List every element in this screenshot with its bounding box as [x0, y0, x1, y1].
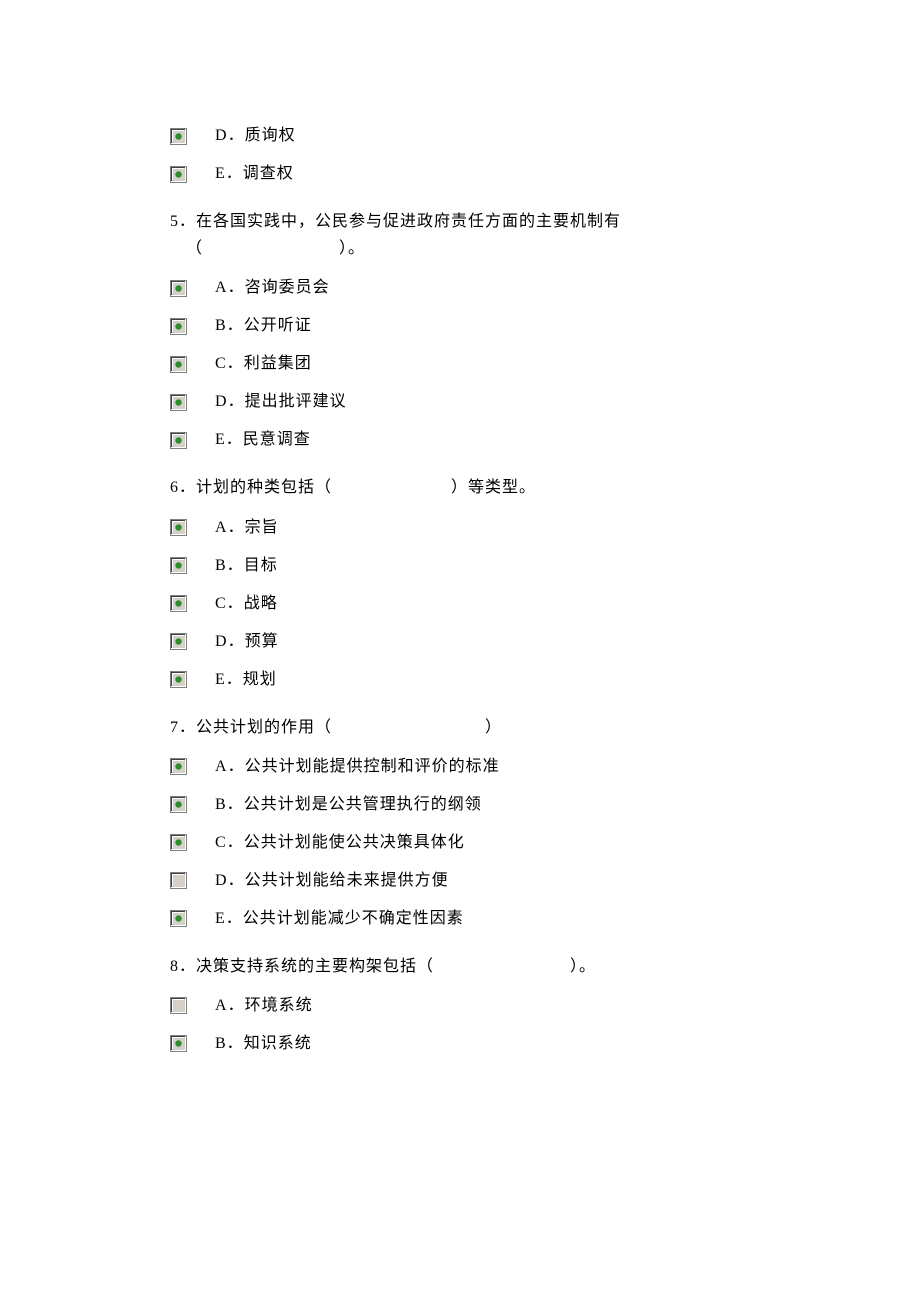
option-row: A．咨询委员会	[170, 276, 750, 300]
checkbox-icon[interactable]	[170, 557, 187, 574]
option-text: A．宗旨	[215, 516, 279, 540]
option-row: C．利益集团	[170, 352, 750, 376]
option-row: B．公共计划是公共管理执行的纲领	[170, 793, 750, 817]
option-row: B．目标	[170, 554, 750, 578]
option-text: C．利益集团	[215, 352, 312, 376]
option-text: A．公共计划能提供控制和评价的标准	[215, 755, 500, 779]
option-text: E．公共计划能减少不确定性因素	[215, 907, 464, 931]
option-row: E．公共计划能减少不确定性因素	[170, 907, 750, 931]
option-text: B．目标	[215, 554, 278, 578]
option-text: D．公共计划能给未来提供方便	[215, 869, 449, 893]
option-text: B．知识系统	[215, 1032, 312, 1056]
checkbox-icon[interactable]	[170, 796, 187, 813]
checkbox-icon[interactable]	[170, 318, 187, 335]
option-row: A．公共计划能提供控制和评价的标准	[170, 755, 750, 779]
checkbox-icon[interactable]	[170, 671, 187, 688]
checkbox-icon[interactable]	[170, 633, 187, 650]
question-8: 8．决策支持系统的主要构架包括（ ）。	[170, 953, 750, 980]
checkbox-icon[interactable]	[170, 910, 187, 927]
checkbox-icon[interactable]	[170, 394, 187, 411]
option-row: D．质询权	[170, 124, 750, 148]
option-row: E．民意调查	[170, 428, 750, 452]
option-text: A．环境系统	[215, 994, 313, 1018]
checkbox-icon[interactable]	[170, 519, 187, 536]
question-6: 6．计划的种类包括（ ）等类型。	[170, 474, 750, 501]
checkbox-icon[interactable]	[170, 166, 187, 183]
option-text: E．民意调查	[215, 428, 311, 452]
option-text: E．调查权	[215, 162, 294, 186]
question-7: 7．公共计划的作用（ ）	[170, 714, 750, 741]
option-row: A．环境系统	[170, 994, 750, 1018]
option-text: D．预算	[215, 630, 279, 654]
option-text: B．公共计划是公共管理执行的纲领	[215, 793, 482, 817]
option-text: A．咨询委员会	[215, 276, 330, 300]
option-row: E．调查权	[170, 162, 750, 186]
checkbox-icon[interactable]	[170, 834, 187, 851]
option-text: C．公共计划能使公共决策具体化	[215, 831, 465, 855]
option-row: C．战略	[170, 592, 750, 616]
option-row: B．公开听证	[170, 314, 750, 338]
option-row: D．公共计划能给未来提供方便	[170, 869, 750, 893]
option-text: D．提出批评建议	[215, 390, 347, 414]
checkbox-icon[interactable]	[170, 356, 187, 373]
checkbox-icon[interactable]	[170, 280, 187, 297]
option-row: B．知识系统	[170, 1032, 750, 1056]
option-text: E．规划	[215, 668, 277, 692]
checkbox-icon[interactable]	[170, 872, 187, 889]
option-row: D．预算	[170, 630, 750, 654]
option-text: B．公开听证	[215, 314, 312, 338]
checkbox-icon[interactable]	[170, 1035, 187, 1052]
option-row: A．宗旨	[170, 516, 750, 540]
option-row: C．公共计划能使公共决策具体化	[170, 831, 750, 855]
checkbox-icon[interactable]	[170, 758, 187, 775]
option-text: D．质询权	[215, 124, 296, 148]
option-text: C．战略	[215, 592, 278, 616]
question-5: 5．在各国实践中，公民参与促进政府责任方面的主要机制有 （ ）。	[170, 208, 750, 262]
checkbox-icon[interactable]	[170, 432, 187, 449]
option-row: E．规划	[170, 668, 750, 692]
checkbox-icon[interactable]	[170, 128, 187, 145]
page-content: D．质询权 E．调查权 5．在各国实践中，公民参与促进政府责任方面的主要机制有 …	[0, 0, 920, 1130]
checkbox-icon[interactable]	[170, 997, 187, 1014]
checkbox-icon[interactable]	[170, 595, 187, 612]
option-row: D．提出批评建议	[170, 390, 750, 414]
